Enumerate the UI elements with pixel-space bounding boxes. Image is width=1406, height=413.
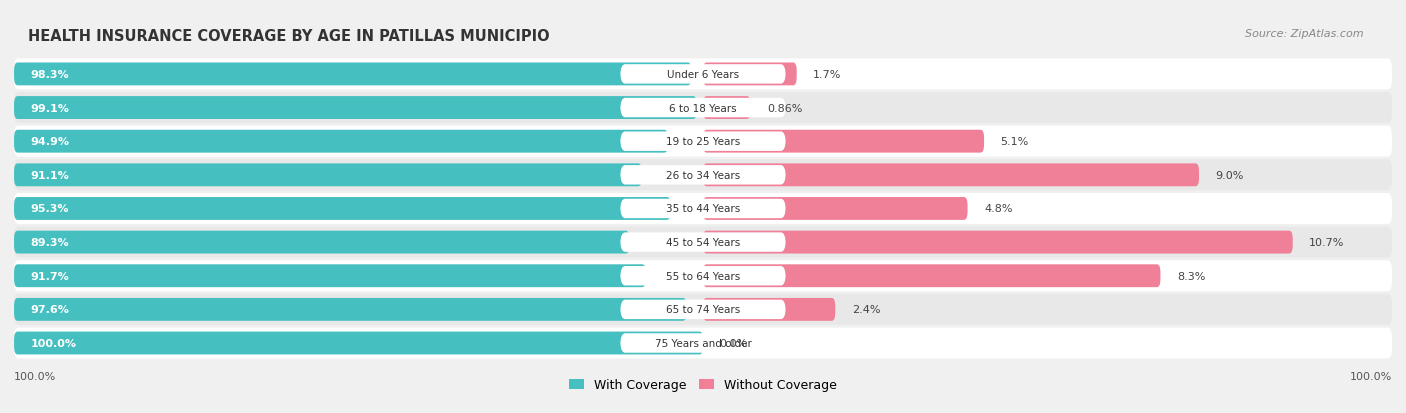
Text: 9.0%: 9.0%: [1216, 171, 1244, 180]
Text: 10.7%: 10.7%: [1309, 237, 1344, 247]
Text: 19 to 25 Years: 19 to 25 Years: [666, 137, 740, 147]
FancyBboxPatch shape: [703, 197, 967, 221]
FancyBboxPatch shape: [14, 131, 668, 153]
Text: 0.0%: 0.0%: [720, 338, 748, 348]
Text: 45 to 54 Years: 45 to 54 Years: [666, 237, 740, 247]
Text: 100.0%: 100.0%: [1350, 371, 1392, 381]
Text: HEALTH INSURANCE COVERAGE BY AGE IN PATILLAS MUNICIPIO: HEALTH INSURANCE COVERAGE BY AGE IN PATI…: [28, 29, 550, 44]
Text: 100.0%: 100.0%: [31, 338, 76, 348]
Text: 95.3%: 95.3%: [31, 204, 69, 214]
Text: 5.1%: 5.1%: [1001, 137, 1029, 147]
FancyBboxPatch shape: [14, 265, 645, 287]
Text: 0.86%: 0.86%: [766, 103, 803, 113]
FancyBboxPatch shape: [14, 160, 1392, 191]
FancyBboxPatch shape: [14, 294, 1392, 325]
Text: 8.3%: 8.3%: [1177, 271, 1205, 281]
Text: 91.7%: 91.7%: [31, 271, 69, 281]
FancyBboxPatch shape: [703, 63, 797, 86]
FancyBboxPatch shape: [620, 65, 786, 84]
FancyBboxPatch shape: [14, 231, 630, 254]
FancyBboxPatch shape: [703, 265, 1160, 287]
Text: 97.6%: 97.6%: [31, 305, 69, 315]
FancyBboxPatch shape: [14, 298, 686, 321]
Text: 98.3%: 98.3%: [31, 70, 69, 80]
FancyBboxPatch shape: [620, 300, 786, 319]
Text: 55 to 64 Years: 55 to 64 Years: [666, 271, 740, 281]
Legend: With Coverage, Without Coverage: With Coverage, Without Coverage: [569, 378, 837, 391]
FancyBboxPatch shape: [14, 227, 1392, 258]
Text: Source: ZipAtlas.com: Source: ZipAtlas.com: [1246, 29, 1364, 39]
FancyBboxPatch shape: [703, 97, 751, 120]
FancyBboxPatch shape: [14, 126, 1392, 157]
Text: 6 to 18 Years: 6 to 18 Years: [669, 103, 737, 113]
FancyBboxPatch shape: [703, 298, 835, 321]
FancyBboxPatch shape: [620, 266, 786, 286]
FancyBboxPatch shape: [620, 166, 786, 185]
Text: 35 to 44 Years: 35 to 44 Years: [666, 204, 740, 214]
Text: 99.1%: 99.1%: [31, 103, 69, 113]
Text: 2.4%: 2.4%: [852, 305, 880, 315]
FancyBboxPatch shape: [14, 328, 1392, 358]
FancyBboxPatch shape: [14, 194, 1392, 224]
FancyBboxPatch shape: [620, 99, 786, 118]
Text: Under 6 Years: Under 6 Years: [666, 70, 740, 80]
Text: 89.3%: 89.3%: [31, 237, 69, 247]
Text: 75 Years and older: 75 Years and older: [655, 338, 751, 348]
Text: 91.1%: 91.1%: [31, 171, 69, 180]
Text: 1.7%: 1.7%: [813, 70, 842, 80]
FancyBboxPatch shape: [620, 199, 786, 218]
Text: 94.9%: 94.9%: [31, 137, 69, 147]
FancyBboxPatch shape: [703, 231, 1292, 254]
FancyBboxPatch shape: [14, 164, 641, 187]
Text: 26 to 34 Years: 26 to 34 Years: [666, 171, 740, 180]
FancyBboxPatch shape: [14, 97, 697, 120]
FancyBboxPatch shape: [620, 333, 786, 353]
FancyBboxPatch shape: [14, 63, 692, 86]
FancyBboxPatch shape: [703, 164, 1199, 187]
FancyBboxPatch shape: [620, 233, 786, 252]
FancyBboxPatch shape: [703, 131, 984, 153]
FancyBboxPatch shape: [14, 93, 1392, 124]
FancyBboxPatch shape: [14, 59, 1392, 90]
Text: 4.8%: 4.8%: [984, 204, 1012, 214]
FancyBboxPatch shape: [14, 332, 703, 355]
FancyBboxPatch shape: [14, 261, 1392, 292]
FancyBboxPatch shape: [14, 197, 671, 221]
Text: 100.0%: 100.0%: [14, 371, 56, 381]
Text: 65 to 74 Years: 65 to 74 Years: [666, 305, 740, 315]
FancyBboxPatch shape: [620, 132, 786, 152]
